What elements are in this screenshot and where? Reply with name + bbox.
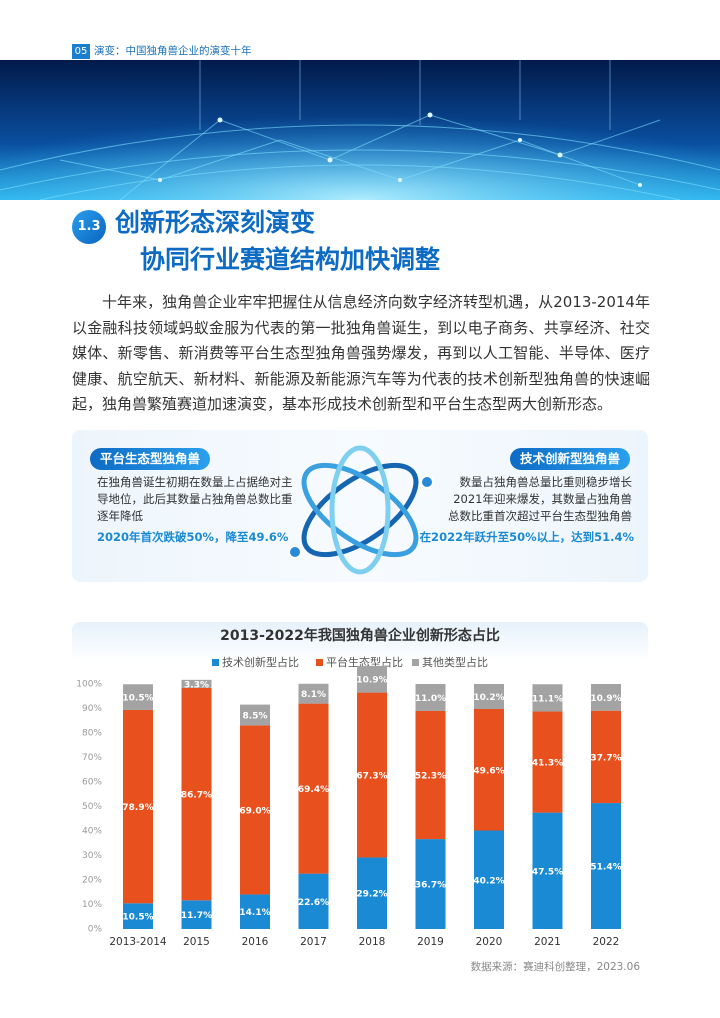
y-tick-label: 80% [82,729,102,739]
value-label: 10.5% [122,913,153,923]
value-label: 11.0% [415,694,446,704]
bar-segment [298,683,329,704]
bar-segment [532,711,563,813]
bar-segment [123,709,153,904]
card-title: 技术创新型独角兽 [509,448,630,470]
value-label: 36.7% [415,881,446,891]
value-label: 29.2% [356,890,387,900]
value-label: 14.1% [239,908,270,918]
bar-segment [181,679,212,688]
bar-segment [532,812,563,929]
value-label: 69.4% [298,785,329,795]
bar-segment [123,903,153,929]
value-label: 86.7% [181,791,212,801]
value-label: 69.0% [239,806,270,816]
bar-segment [298,703,329,874]
x-tick-label: 2013-2014 [109,936,167,948]
y-tick-label: 40% [82,827,102,837]
x-tick-label: 2022 [593,936,620,948]
card-highlight: 2020年首次跌破50%，降至49.6% [97,530,289,544]
value-label: 49.6% [473,766,504,776]
value-label: 52.3% [415,772,446,782]
card-highlight: 在2022年跃升至50%以上，达到51.4% [419,530,634,544]
bar-segment [474,830,504,929]
paragraph: 十年来，独角兽企业牢牢把握住从信息经济向数字经济转型机遇，从2013-2014年… [72,293,650,413]
bar-segment [415,839,446,929]
bar-segment [474,708,504,831]
x-tick-label: 2021 [534,936,561,948]
section-title: 创新形态深刻演变 [115,208,316,237]
bar-segment [357,692,387,858]
value-label: 10.9% [356,676,387,686]
section-number: 1.3 [72,210,106,244]
bar-segment [240,725,270,895]
y-tick-label: 10% [82,900,102,910]
header-title: 演变：中国独角兽企业的演变十年 [94,45,252,57]
card-text: 在独角兽诞生初期在数量上占据绝对主导地位，此后其数量占独角兽总数比重逐年降低 [97,475,293,523]
value-label: 47.5% [532,867,563,877]
card-title: 平台生态型独角兽 [90,448,211,470]
y-tick-label: 20% [82,876,102,886]
bar-segment [240,894,270,929]
legend-label: 平台生态型占比 [326,655,403,669]
value-label: 3.3% [184,680,209,690]
value-label: 8.5% [243,711,268,721]
bar-segment [357,665,387,693]
bar-segment [415,684,446,711]
value-label: 67.3% [356,772,387,782]
value-label: 51.4% [590,863,621,873]
bar-segment [591,684,621,711]
chart-title: 2013-2022年我国独角兽企业创新形态占比 [220,627,500,644]
y-tick-label: 60% [82,778,102,788]
legend-swatch [212,659,219,666]
bar-segment [123,684,153,710]
legend-swatch [412,659,419,666]
bar-segment [357,857,387,929]
value-label: 78.9% [122,803,153,813]
x-tick-label: 2018 [359,936,386,948]
bar-segment [474,684,504,709]
value-label: 40.2% [473,876,504,886]
value-label: 10.5% [122,694,153,704]
y-tick-label: 70% [82,753,102,763]
card-text: 数量占独角兽总量比重则稳步增长2021年迎来爆发，其数量占独角兽总数比重首次超过… [448,475,632,523]
atom-graphic [288,445,434,575]
bar-segment [298,873,329,929]
legend-swatch [316,659,323,666]
value-label: 41.3% [532,759,563,769]
header-number: 05 [72,44,90,59]
x-tick-label: 2017 [300,936,327,948]
x-tick-label: 2016 [242,936,269,948]
bar-segment [240,704,270,726]
bar-segment [181,687,212,901]
bar-segment [415,710,446,840]
y-tick-label: 90% [82,704,102,714]
chart: 2013-2022年我国独角兽企业创新形态占比 0% 10% 20% 30% 40% 50… [72,622,648,952]
bar-segment [591,710,621,804]
y-tick-label: 0% [88,925,103,935]
x-tick-label: 2015 [183,936,210,948]
section-title: 协同行业赛道结构加快调整 [140,245,441,274]
y-tick-label: 50% [82,802,102,812]
y-tick-label: 30% [82,851,102,861]
bar-segment [591,803,621,929]
value-label: 8.1% [301,690,326,700]
legend-label: 其他类型占比 [422,655,488,669]
value-label: 10.2% [473,693,504,703]
bar-segment [181,900,212,929]
value-label: 11.1% [532,694,563,704]
value-label: 22.6% [298,898,329,908]
source-note: 数据来源：赛迪科创整理，2023.06 [470,961,640,973]
legend-label: 技术创新型占比 [222,655,299,669]
x-tick-label: 2020 [476,936,503,948]
bar-segment [532,684,563,712]
x-tick-label: 2019 [417,936,444,948]
banner [0,60,720,200]
value-label: 10.9% [590,694,621,704]
value-label: 37.7% [590,753,621,763]
value-label: 11.7% [181,911,212,921]
y-tick-label: 100% [76,680,102,690]
